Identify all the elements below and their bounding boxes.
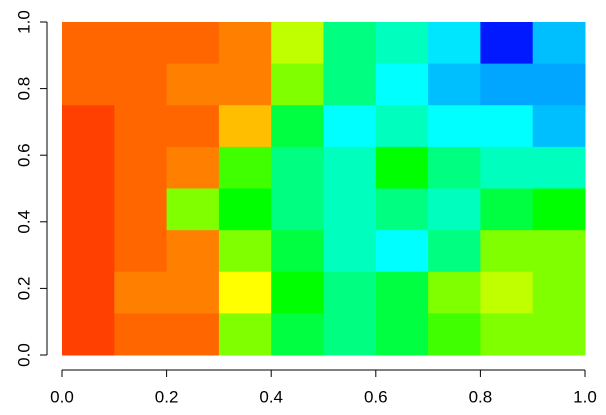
heat-cell (166, 105, 220, 148)
heat-cell (480, 105, 534, 148)
heat-cell (62, 146, 115, 189)
heat-cell (62, 63, 115, 106)
heat-cell (62, 230, 115, 273)
heat-cell (62, 22, 115, 65)
heat-cell (480, 22, 534, 65)
heat-cell (375, 271, 429, 314)
heat-cell (428, 188, 481, 231)
y-tick-label: 0.2 (14, 277, 33, 301)
x-tick-label: 0.6 (364, 387, 388, 406)
heat-cell (532, 230, 586, 273)
heat-cell (428, 271, 481, 314)
heat-cell (532, 63, 586, 106)
x-tick-label: 0.4 (259, 387, 283, 406)
x-tick-label: 0.8 (469, 387, 493, 406)
heat-cell (428, 105, 481, 148)
heat-cell (114, 22, 168, 65)
heat-cell (114, 63, 168, 106)
heat-cell (428, 63, 481, 106)
heat-cell (480, 188, 534, 231)
heat-cell (375, 313, 429, 356)
y-tick-label: 0.6 (14, 143, 33, 167)
heat-cell (271, 313, 324, 356)
heat-cell (114, 271, 168, 314)
heat-cell (532, 188, 586, 231)
heat-cell (62, 188, 115, 231)
y-tick-label: 0.0 (14, 343, 33, 367)
heat-cell (480, 271, 534, 314)
heat-cell (218, 230, 272, 273)
heat-cell (62, 105, 115, 148)
heat-cell (532, 271, 586, 314)
heat-cell (114, 313, 168, 356)
heat-cell (114, 188, 168, 231)
heat-cell (218, 22, 272, 65)
heat-cell (480, 313, 534, 356)
heat-cell (375, 146, 429, 189)
heat-cell (323, 146, 377, 189)
heat-cell (271, 230, 324, 273)
x-tick-label: 0.0 (50, 387, 74, 406)
heat-cell (428, 22, 481, 65)
heat-cell (271, 22, 324, 65)
heat-cell (480, 230, 534, 273)
heat-cell (375, 230, 429, 273)
heat-cell (271, 63, 324, 106)
heat-cell (166, 271, 220, 314)
x-tick-label: 1.0 (573, 387, 597, 406)
heat-cell (218, 146, 272, 189)
heat-cell (271, 146, 324, 189)
heat-cell (114, 146, 168, 189)
heat-cell (532, 313, 586, 356)
heat-cell (375, 105, 429, 148)
heat-cell (166, 63, 220, 106)
heat-cell (323, 188, 377, 231)
heat-cell (428, 230, 481, 273)
heat-cell (532, 22, 586, 65)
heat-cell (375, 188, 429, 231)
heat-cell (271, 271, 324, 314)
heat-cell (166, 22, 220, 65)
heat-cell (166, 188, 220, 231)
x-tick-label: 0.2 (155, 387, 179, 406)
heat-cell (323, 63, 377, 106)
heat-cell (62, 313, 115, 356)
heat-cell (166, 146, 220, 189)
heat-cell (166, 230, 220, 273)
heat-cell (323, 105, 377, 148)
heat-cell (323, 22, 377, 65)
heat-cell (166, 313, 220, 356)
heat-cell (114, 230, 168, 273)
heat-cell (480, 146, 534, 189)
heat-cell (532, 146, 586, 189)
heat-cell (62, 271, 115, 314)
y-tick-label: 1.0 (14, 10, 33, 34)
heat-cell (114, 105, 168, 148)
heat-cell (218, 105, 272, 148)
heat-cell (375, 63, 429, 106)
heat-cell (375, 22, 429, 65)
heat-cell (323, 313, 377, 356)
heat-cell (218, 313, 272, 356)
heat-cell (323, 230, 377, 273)
heat-cell (428, 146, 481, 189)
heat-cell (480, 63, 534, 106)
heat-cell (532, 105, 586, 148)
heat-cell (428, 313, 481, 356)
heat-cell (271, 105, 324, 148)
heat-cell (218, 271, 272, 314)
heat-cell (218, 188, 272, 231)
y-tick-label: 0.8 (14, 77, 33, 101)
y-tick-label: 0.4 (14, 210, 33, 234)
heat-cell (271, 188, 324, 231)
heat-cell (218, 63, 272, 106)
heat-cell (323, 271, 377, 314)
